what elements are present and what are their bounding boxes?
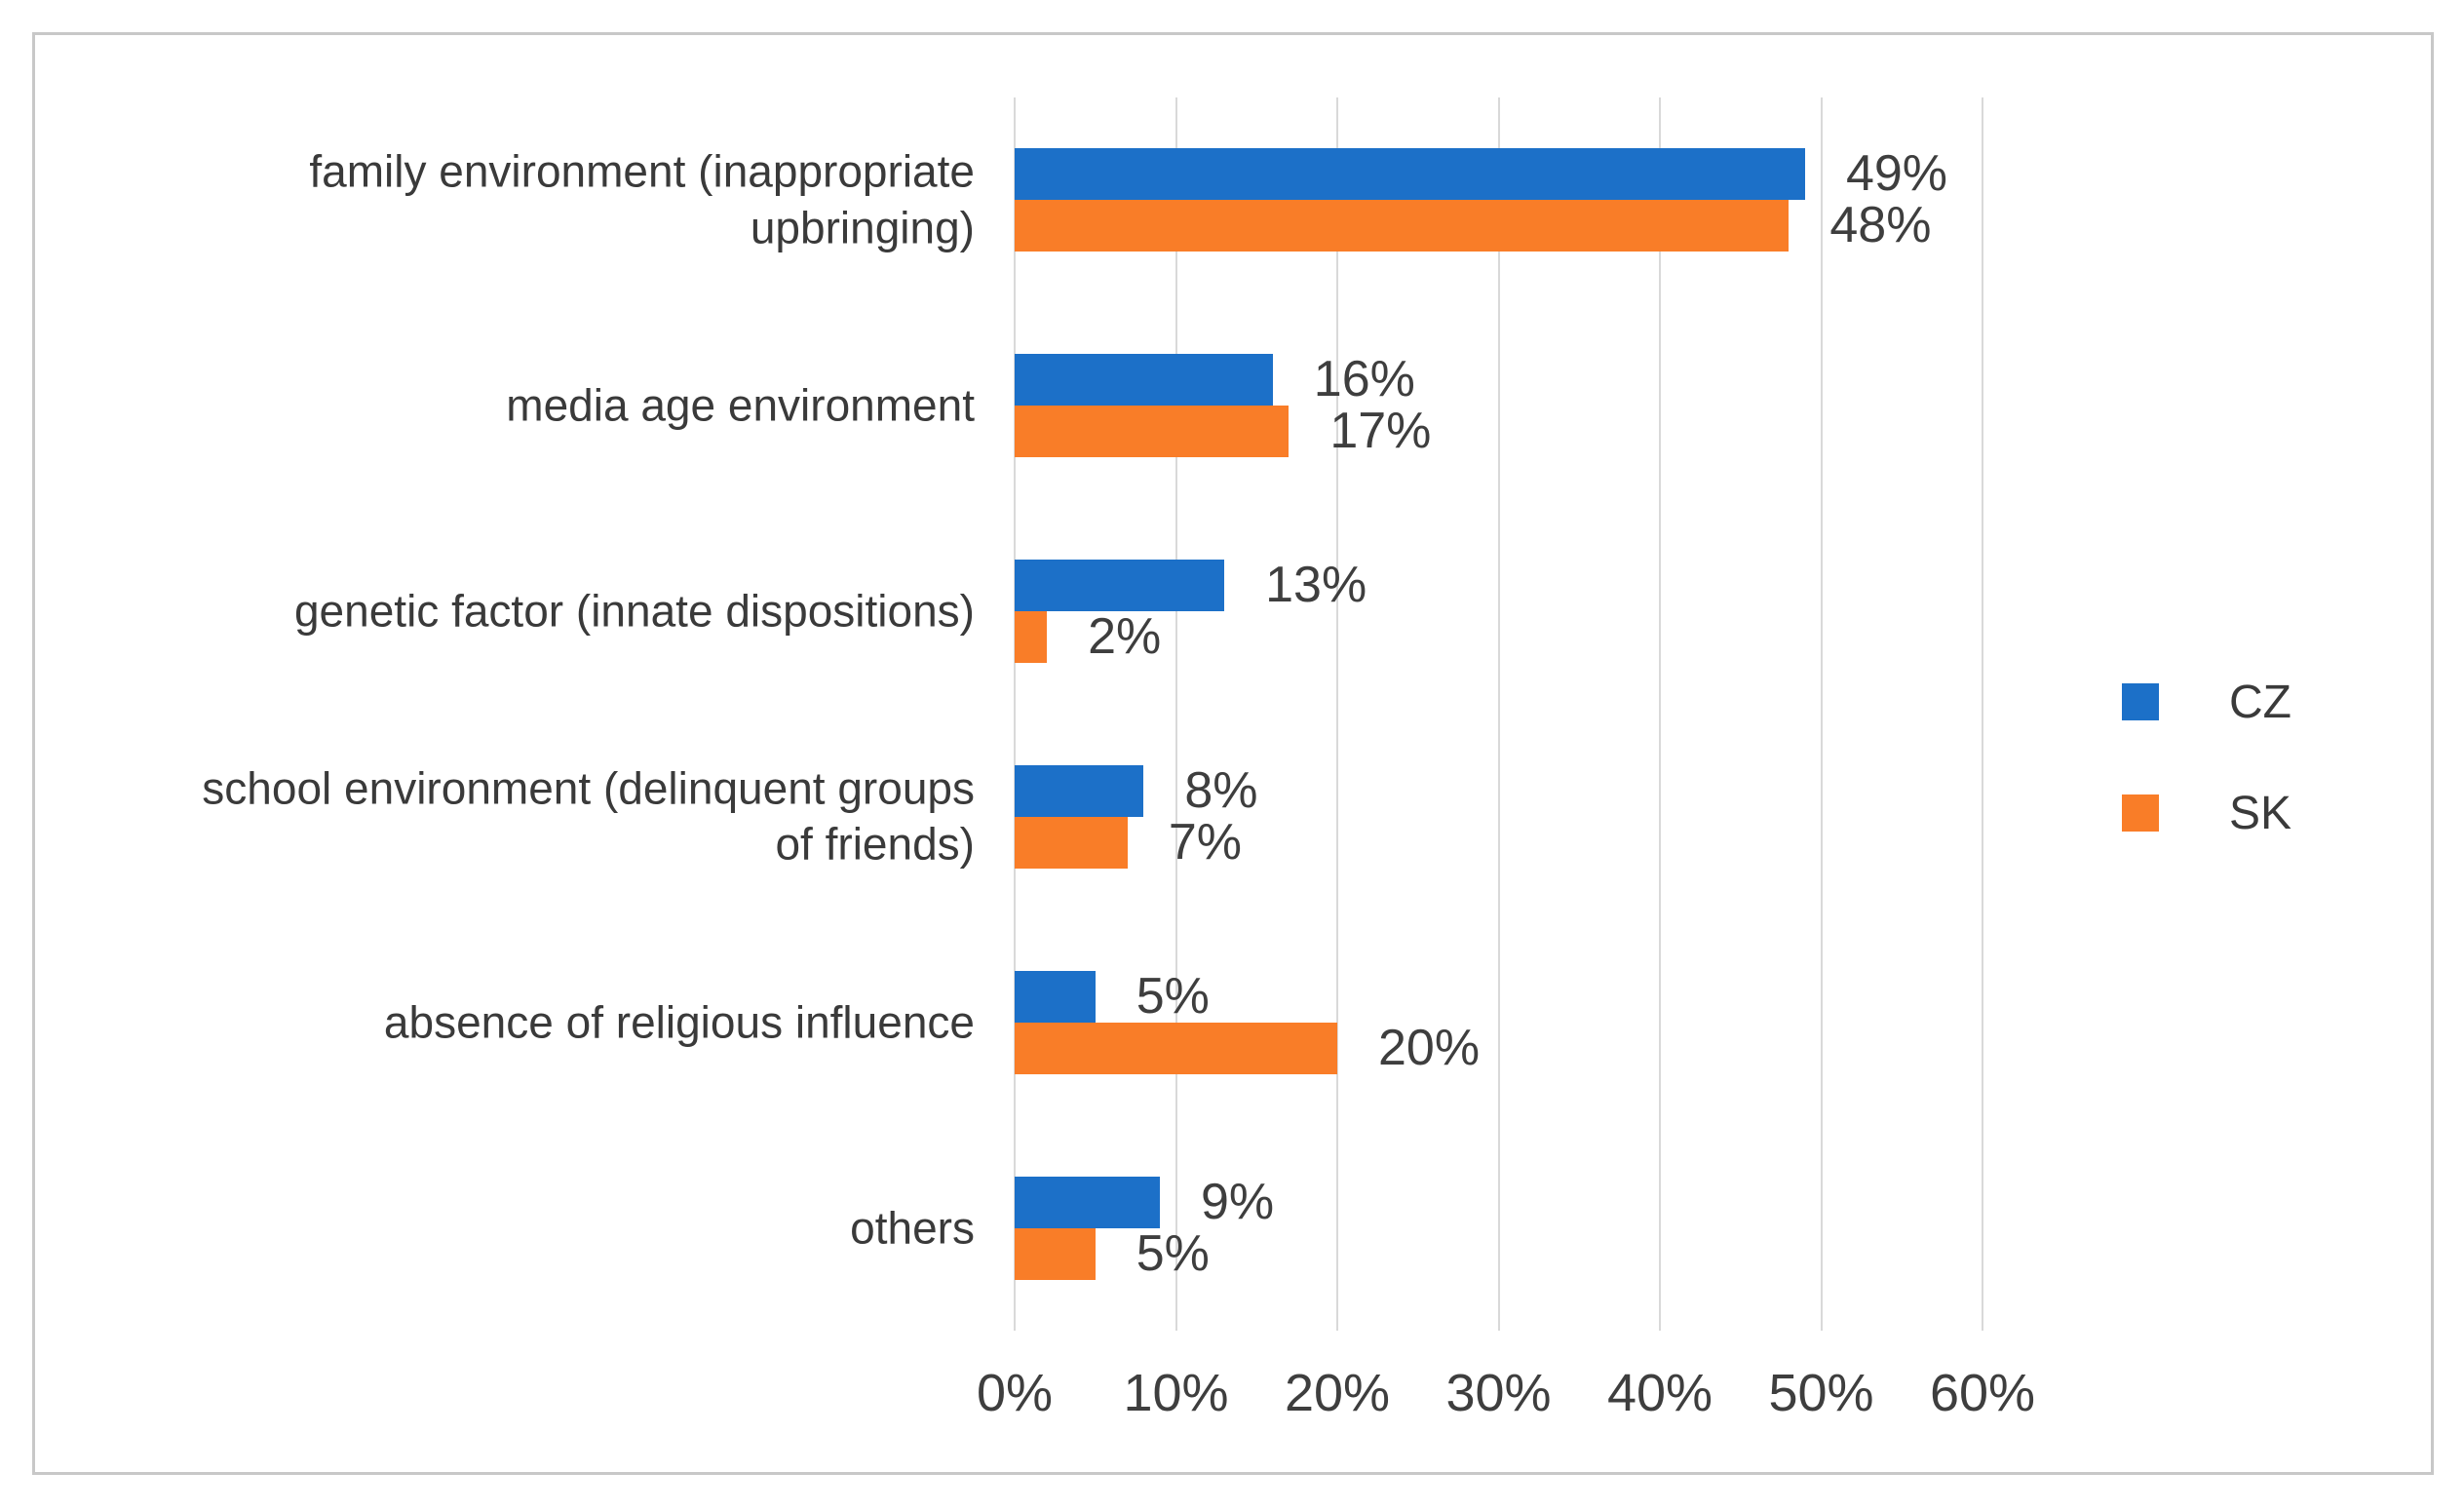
- value-label-sk: 5%: [1136, 1224, 1210, 1282]
- category-label: genetic factor (innate dispositions): [293, 585, 975, 637]
- sk-series-swatch: [2122, 794, 2159, 832]
- bar-sk: [1015, 816, 1128, 869]
- legend-item-sk: SK: [2122, 788, 2291, 839]
- value-label-cz: 5%: [1136, 967, 1210, 1025]
- value-label-cz: 9%: [1200, 1173, 1275, 1230]
- value-label-cz: 8%: [1184, 761, 1258, 819]
- category-label: absence of religious influence: [383, 996, 975, 1047]
- bar-cz: [1015, 354, 1273, 407]
- gridline: [1014, 97, 1016, 1331]
- x-tick-label: 10%: [1123, 1364, 1229, 1422]
- bar-sk: [1015, 1227, 1096, 1280]
- bar-sk: [1015, 1022, 1337, 1074]
- x-tick-label: 50%: [1768, 1364, 1874, 1422]
- value-label-sk: 20%: [1378, 1019, 1481, 1076]
- legend-item-cz: CZ: [2122, 677, 2291, 728]
- category-label: family environment (inappropriate upbrin…: [309, 145, 975, 253]
- bar-sk: [1015, 406, 1290, 458]
- bar-cz: [1015, 970, 1096, 1023]
- x-tick-label: 60%: [1929, 1364, 2036, 1422]
- x-tick-label: 20%: [1284, 1364, 1391, 1422]
- value-label-sk: 2%: [1088, 608, 1162, 666]
- value-label-cz: 49%: [1845, 145, 1948, 203]
- cz-series-swatch: [2122, 683, 2159, 720]
- gridline: [1982, 97, 1983, 1331]
- value-label-cz: 16%: [1313, 351, 1415, 408]
- category-label: others: [850, 1201, 975, 1253]
- gridline: [1336, 97, 1338, 1331]
- legend-label-sk: SK: [2229, 787, 2292, 839]
- value-label-sk: 17%: [1329, 403, 1432, 460]
- gridline: [1174, 97, 1177, 1331]
- value-label-cz: 13%: [1265, 557, 1367, 614]
- bar-sk: [1015, 200, 1790, 252]
- bar-cz: [1015, 1176, 1160, 1228]
- gridline: [1820, 97, 1823, 1331]
- x-tick-label: 30%: [1445, 1364, 1552, 1422]
- x-tick-label: 0%: [976, 1364, 1054, 1422]
- chart-frame: [32, 32, 2434, 1475]
- legend: CZ SK: [2122, 677, 2291, 905]
- value-label-sk: 48%: [1829, 197, 1932, 254]
- bar-sk: [1015, 611, 1048, 664]
- value-label-sk: 7%: [1168, 813, 1242, 871]
- category-label: media age environment: [506, 379, 975, 431]
- bar-cz: [1015, 764, 1144, 817]
- gridline: [1497, 97, 1500, 1331]
- bar-cz: [1015, 560, 1225, 612]
- x-tick-label: 40%: [1606, 1364, 1713, 1422]
- category-label: school environment (delinquent groups of…: [202, 762, 975, 870]
- gridline: [1659, 97, 1661, 1331]
- legend-label-cz: CZ: [2229, 676, 2291, 728]
- bar-cz: [1015, 148, 1805, 201]
